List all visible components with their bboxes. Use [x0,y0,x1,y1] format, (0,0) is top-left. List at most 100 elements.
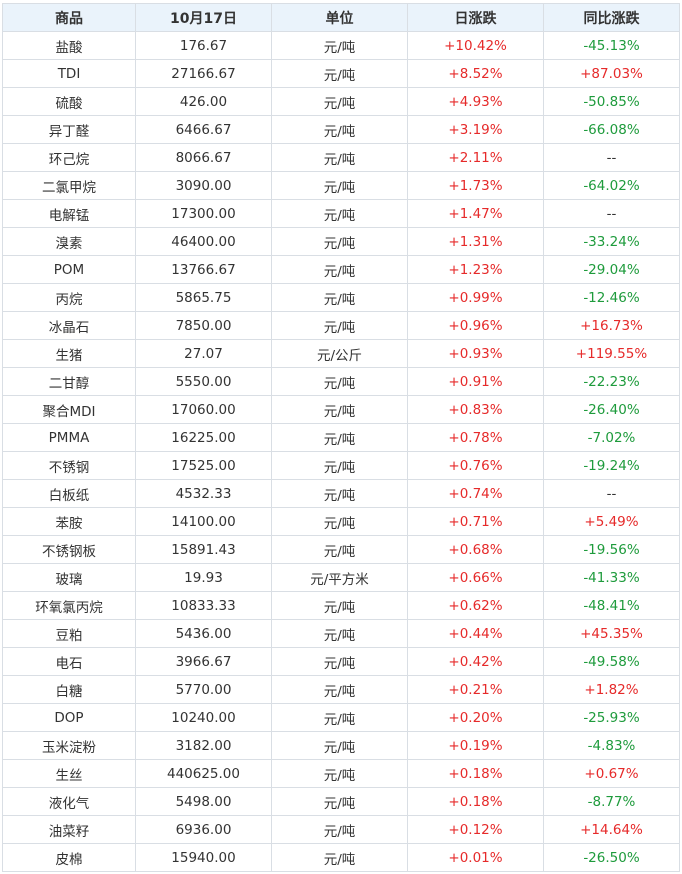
cell-price: 8066.67 [135,143,272,172]
cell-yoy-change: -12.46% [543,283,680,312]
table-row: 聚合MDI 17060.00 元/吨 +0.83% -26.40% [2,395,680,424]
cell-unit: 元/吨 [271,787,408,816]
table-row: 油菜籽 6936.00 元/吨 +0.12% +14.64% [2,815,680,844]
cell-unit: 元/吨 [271,199,408,228]
cell-yoy-change: -45.13% [543,31,680,60]
cell-unit: 元/吨 [271,59,408,88]
cell-unit: 元/吨 [271,143,408,172]
cell-daily-change: +10.42% [407,31,544,60]
cell-price: 15940.00 [135,843,272,872]
cell-commodity-name: 白糖 [2,675,136,704]
header-commodity: 商品 [2,3,136,32]
cell-yoy-change: -50.85% [543,87,680,116]
cell-price: 5498.00 [135,787,272,816]
cell-commodity-name: 聚合MDI [2,395,136,424]
cell-price: 5436.00 [135,619,272,648]
cell-unit: 元/吨 [271,115,408,144]
cell-daily-change: +0.96% [407,311,544,340]
cell-price: 27166.67 [135,59,272,88]
cell-price: 16225.00 [135,423,272,452]
cell-commodity-name: 二氯甲烷 [2,171,136,200]
cell-price: 426.00 [135,87,272,116]
cell-yoy-change: -- [543,199,680,228]
cell-daily-change: +0.68% [407,535,544,564]
cell-commodity-name: 盐酸 [2,31,136,60]
cell-commodity-name: 电石 [2,647,136,676]
cell-price: 5550.00 [135,367,272,396]
cell-commodity-name: 二甘醇 [2,367,136,396]
cell-unit: 元/公斤 [271,339,408,368]
cell-yoy-change: +16.73% [543,311,680,340]
cell-commodity-name: 环氧氯丙烷 [2,591,136,620]
cell-unit: 元/吨 [271,759,408,788]
cell-commodity-name: 皮棉 [2,843,136,872]
commodity-price-table: 商品 10月17日 单位 日涨跌 同比涨跌 盐酸 176.67 元/吨 +10.42%… [2,3,680,872]
cell-commodity-name: POM [2,255,136,284]
cell-unit: 元/吨 [271,703,408,732]
header-unit: 单位 [271,3,408,32]
cell-unit: 元/吨 [271,591,408,620]
cell-unit: 元/吨 [271,619,408,648]
header-daily-change: 日涨跌 [407,3,544,32]
cell-unit: 元/吨 [271,815,408,844]
table-row: 硫酸 426.00 元/吨 +4.93% -50.85% [2,87,680,116]
cell-commodity-name: PMMA [2,423,136,452]
cell-yoy-change: -19.56% [543,535,680,564]
cell-commodity-name: 液化气 [2,787,136,816]
cell-yoy-change: -- [543,479,680,508]
cell-yoy-change: -66.08% [543,115,680,144]
cell-daily-change: +0.91% [407,367,544,396]
cell-yoy-change: +0.67% [543,759,680,788]
cell-commodity-name: 玻璃 [2,563,136,592]
cell-commodity-name: 冰晶石 [2,311,136,340]
cell-daily-change: +0.78% [407,423,544,452]
cell-commodity-name: 溴素 [2,227,136,256]
table-row: 盐酸 176.67 元/吨 +10.42% -45.13% [2,31,680,60]
cell-daily-change: +1.31% [407,227,544,256]
cell-unit: 元/吨 [271,647,408,676]
cell-unit: 元/吨 [271,31,408,60]
cell-daily-change: +0.83% [407,395,544,424]
cell-unit: 元/吨 [271,367,408,396]
cell-yoy-change: -25.93% [543,703,680,732]
cell-unit: 元/吨 [271,283,408,312]
cell-price: 4532.33 [135,479,272,508]
cell-daily-change: +0.74% [407,479,544,508]
table-row: TDI 27166.67 元/吨 +8.52% +87.03% [2,59,680,88]
table-row: 丙烷 5865.75 元/吨 +0.99% -12.46% [2,283,680,312]
cell-daily-change: +3.19% [407,115,544,144]
cell-commodity-name: 不锈钢 [2,451,136,480]
cell-daily-change: +1.73% [407,171,544,200]
cell-commodity-name: 豆粕 [2,619,136,648]
table-row: 冰晶石 7850.00 元/吨 +0.96% +16.73% [2,311,680,340]
table-row: 溴素 46400.00 元/吨 +1.31% -33.24% [2,227,680,256]
cell-price: 440625.00 [135,759,272,788]
cell-price: 17060.00 [135,395,272,424]
cell-yoy-change: +87.03% [543,59,680,88]
cell-yoy-change: +14.64% [543,815,680,844]
cell-unit: 元/吨 [271,171,408,200]
cell-unit: 元/吨 [271,843,408,872]
cell-daily-change: +0.18% [407,759,544,788]
cell-price: 3966.67 [135,647,272,676]
cell-price: 3182.00 [135,731,272,760]
cell-price: 46400.00 [135,227,272,256]
table-row: 豆粕 5436.00 元/吨 +0.44% +45.35% [2,619,680,648]
cell-unit: 元/吨 [271,535,408,564]
cell-unit: 元/吨 [271,255,408,284]
cell-yoy-change: +1.82% [543,675,680,704]
table-row: 电石 3966.67 元/吨 +0.42% -49.58% [2,647,680,676]
cell-daily-change: +0.76% [407,451,544,480]
table-row: PMMA 16225.00 元/吨 +0.78% -7.02% [2,423,680,452]
cell-yoy-change: +45.35% [543,619,680,648]
cell-commodity-name: 丙烷 [2,283,136,312]
cell-daily-change: +0.99% [407,283,544,312]
cell-price: 13766.67 [135,255,272,284]
table-row: DOP 10240.00 元/吨 +0.20% -25.93% [2,703,680,732]
cell-price: 176.67 [135,31,272,60]
cell-unit: 元/吨 [271,87,408,116]
cell-price: 15891.43 [135,535,272,564]
cell-daily-change: +0.42% [407,647,544,676]
cell-daily-change: +0.01% [407,843,544,872]
cell-yoy-change: -4.83% [543,731,680,760]
